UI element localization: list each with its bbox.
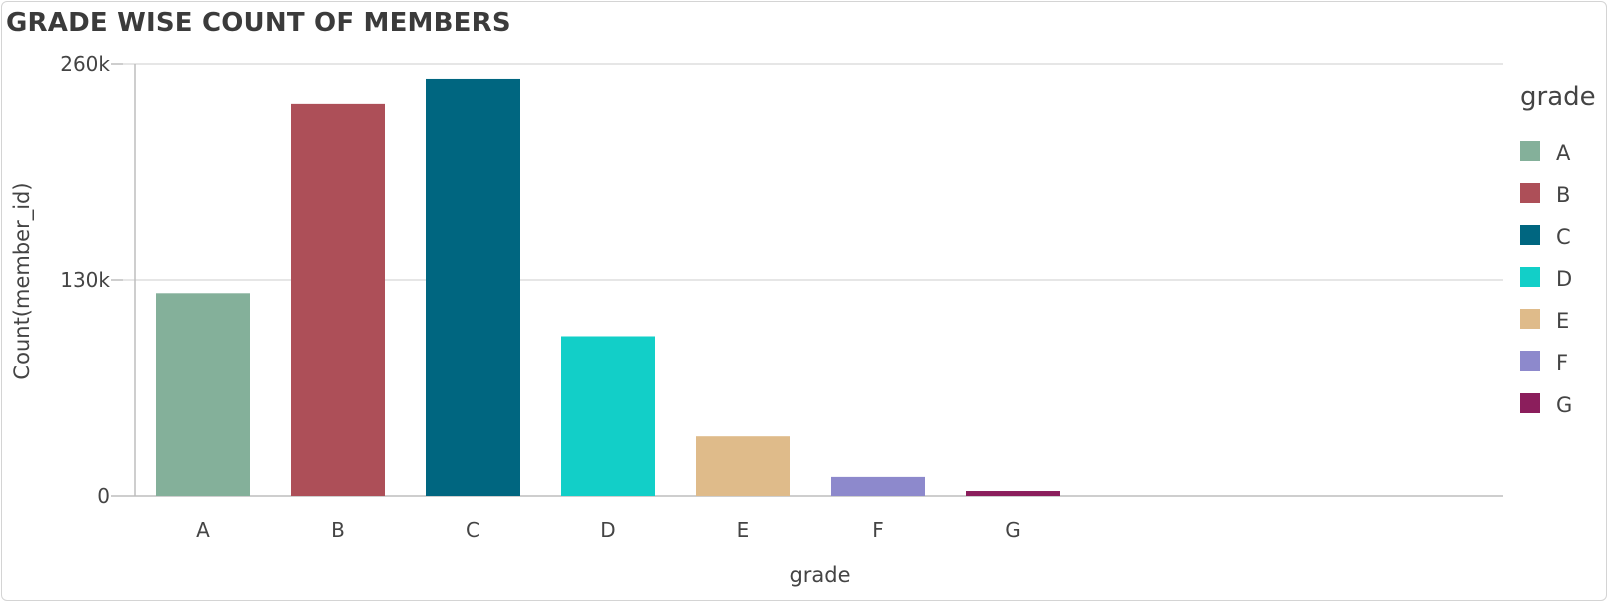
legend-label: E [1556, 309, 1569, 333]
y-axis: 0 130k 260k [60, 52, 136, 508]
x-tick-label: C [466, 518, 480, 542]
x-tick-label: D [600, 518, 615, 542]
bar-e[interactable] [696, 436, 790, 496]
legend-label: F [1556, 351, 1568, 375]
legend-swatch [1520, 183, 1540, 203]
legend-label: C [1556, 225, 1571, 249]
legend-label: A [1556, 141, 1571, 165]
x-tick-label: A [196, 518, 210, 542]
bar-a[interactable] [156, 293, 250, 496]
legend-swatch [1520, 351, 1540, 371]
x-tick-label: F [872, 518, 884, 542]
chart-title: GRADE WISE COUNT OF MEMBERS [6, 8, 511, 38]
y-tick-label: 0 [97, 484, 110, 508]
bars [156, 78, 1060, 496]
y-axis-title: Count(member_id) [10, 182, 35, 379]
legend-swatch [1520, 309, 1540, 329]
bar-c[interactable] [426, 78, 520, 496]
bar-f[interactable] [831, 476, 925, 496]
y-tick-label: 260k [60, 52, 110, 76]
bar-g[interactable] [966, 491, 1060, 496]
legend-swatch [1520, 267, 1540, 287]
y-tick-label: 130k [60, 268, 110, 292]
x-tick-label: E [737, 518, 750, 542]
x-axis-title: grade [789, 563, 850, 587]
legend-swatch [1520, 141, 1540, 161]
x-tick-label: G [1005, 518, 1021, 542]
legend-label: D [1556, 267, 1572, 291]
bar-b[interactable] [291, 103, 385, 496]
legend-swatch [1520, 393, 1540, 413]
legend-label: G [1556, 393, 1572, 417]
legend-label: B [1556, 183, 1570, 207]
bar-d[interactable] [561, 336, 655, 496]
legend-swatch [1520, 225, 1540, 245]
x-axis: A B C D E F G [196, 518, 1021, 542]
x-tick-label: B [331, 518, 345, 542]
legend-title: grade [1520, 82, 1596, 112]
